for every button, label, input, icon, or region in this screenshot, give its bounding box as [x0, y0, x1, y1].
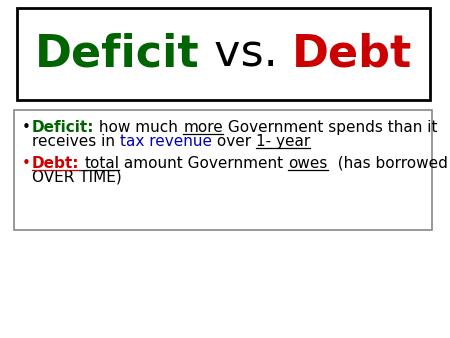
Text: how much: how much — [94, 120, 183, 135]
Text: OVER TIME): OVER TIME) — [32, 170, 122, 185]
Bar — [14, 110, 432, 230]
Text: tax revenue: tax revenue — [120, 134, 212, 149]
Text: amount Government: amount Government — [119, 156, 288, 171]
Text: Deficit: Deficit — [35, 32, 200, 75]
Text: Deficit:: Deficit: — [32, 120, 94, 135]
Text: receives in: receives in — [32, 134, 120, 149]
Text: 1- year: 1- year — [256, 134, 310, 149]
Text: owes: owes — [288, 156, 328, 171]
Text: Debt:: Debt: — [32, 156, 80, 171]
Text: •: • — [22, 120, 31, 135]
Text: (has borrowed: (has borrowed — [328, 156, 448, 171]
Bar — [17, 8, 430, 100]
Text: vs.: vs. — [200, 32, 292, 75]
Text: Government spends than it: Government spends than it — [223, 120, 437, 135]
Text: •: • — [22, 156, 31, 171]
Text: Debt: Debt — [292, 32, 412, 75]
Text: more: more — [183, 120, 223, 135]
Text: over: over — [212, 134, 256, 149]
Text: total: total — [85, 156, 119, 171]
